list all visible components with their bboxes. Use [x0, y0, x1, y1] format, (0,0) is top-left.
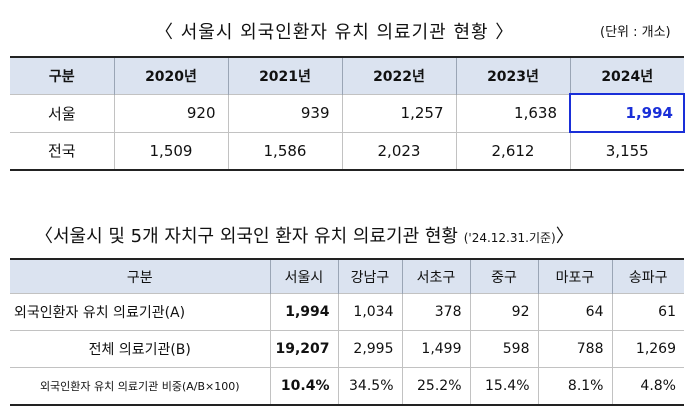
cell-value: 1,638	[455, 93, 570, 132]
table-row: 전체 의료기관(B) 19,207 2,995 1,499 598 788 1,…	[10, 330, 684, 368]
cell-value: 19,207	[269, 330, 338, 368]
cell-value: 939	[227, 93, 342, 132]
header-2023: 2023년	[455, 57, 570, 94]
header-mapo: 마포구	[537, 259, 612, 294]
header-seocho: 서초구	[401, 259, 470, 294]
row-label: 외국인환자 유치 의료기관 비중(A/B×100)	[10, 367, 270, 405]
cell-value: 920	[113, 93, 228, 132]
cell-value: 378	[401, 293, 470, 331]
table-row-seoul: 서울 920 939 1,257 1,638 1,994	[10, 93, 685, 133]
cell-value: 15.4%	[469, 367, 538, 405]
header-gangnam: 강남구	[337, 259, 402, 294]
header-2024: 2024년	[569, 57, 684, 94]
cell-value: 1,499	[401, 330, 470, 368]
cell-value: 2,612	[455, 131, 570, 170]
header-2022: 2022년	[341, 57, 456, 94]
header-songpa: 송파구	[611, 259, 684, 294]
cell-value: 1,269	[611, 330, 684, 368]
title2-main: 〈서울시 및 5개 자치구 외국인 환자 유치 의료기관 현황	[35, 226, 458, 247]
cell-value: 8.1%	[537, 367, 612, 405]
row-label: 서울	[10, 93, 114, 132]
yearly-institutions-table: 구분 2020년 2021년 2022년 2023년 2024년 서울 920 …	[10, 56, 685, 171]
header-junggu: 중구	[469, 259, 538, 294]
cell-value: 788	[537, 330, 612, 368]
cell-value: 2,023	[341, 131, 456, 170]
row-label: 전국	[10, 131, 114, 170]
cell-value: 2,995	[337, 330, 402, 368]
header-seoul: 서울시	[269, 259, 338, 294]
row-label: 전체 의료기관(B)	[10, 330, 270, 368]
district-institutions-table: 구분 서울시 강남구 서초구 중구 마포구 송파구 외국인환자 유치 의료기관(…	[10, 258, 684, 406]
header-category: 구분	[10, 259, 270, 294]
table-header-row: 구분 2020년 2021년 2022년 2023년 2024년	[10, 57, 684, 94]
header-2021: 2021년	[227, 57, 342, 94]
cell-value: 25.2%	[401, 367, 470, 405]
cell-value: 10.4%	[269, 367, 338, 405]
title-seoul-foreign-patient-institutions: 〈 서울시 외국인환자 유치 의료기관 현황 〉	[155, 22, 515, 43]
cell-value: 1,994	[269, 293, 338, 331]
title-district-institutions: 〈서울시 및 5개 자치구 외국인 환자 유치 의료기관 현황 ('24.12.…	[35, 222, 574, 248]
cell-value: 598	[469, 330, 538, 368]
title2-close: 〉	[555, 226, 574, 247]
cell-value: 34.5%	[337, 367, 402, 405]
highlighted-cell-value: 1,994	[569, 93, 685, 133]
table-header-row: 구분 서울시 강남구 서초구 중구 마포구 송파구	[10, 259, 684, 294]
cell-value: 1,586	[227, 131, 342, 170]
row-label: 외국인환자 유치 의료기관(A)	[10, 293, 270, 331]
table-row: 외국인환자 유치 의료기관 비중(A/B×100) 10.4% 34.5% 25…	[10, 367, 684, 405]
cell-value: 4.8%	[611, 367, 684, 405]
header-2020: 2020년	[113, 57, 228, 94]
cell-value: 3,155	[569, 131, 684, 170]
cell-value: 92	[469, 293, 538, 331]
cell-value: 1,034	[337, 293, 402, 331]
cell-value: 1,257	[341, 93, 456, 132]
cell-value: 61	[611, 293, 684, 331]
header-category: 구분	[10, 57, 114, 94]
title2-basis-date: ('24.12.31.기준)	[463, 231, 556, 245]
unit-label: (단위 : 개소)	[600, 25, 671, 40]
cell-value: 64	[537, 293, 612, 331]
table-row-nationwide: 전국 1,509 1,586 2,023 2,612 3,155	[10, 131, 684, 170]
table-row: 외국인환자 유치 의료기관(A) 1,994 1,034 378 92 64 6…	[10, 293, 684, 331]
cell-value: 1,509	[113, 131, 228, 170]
